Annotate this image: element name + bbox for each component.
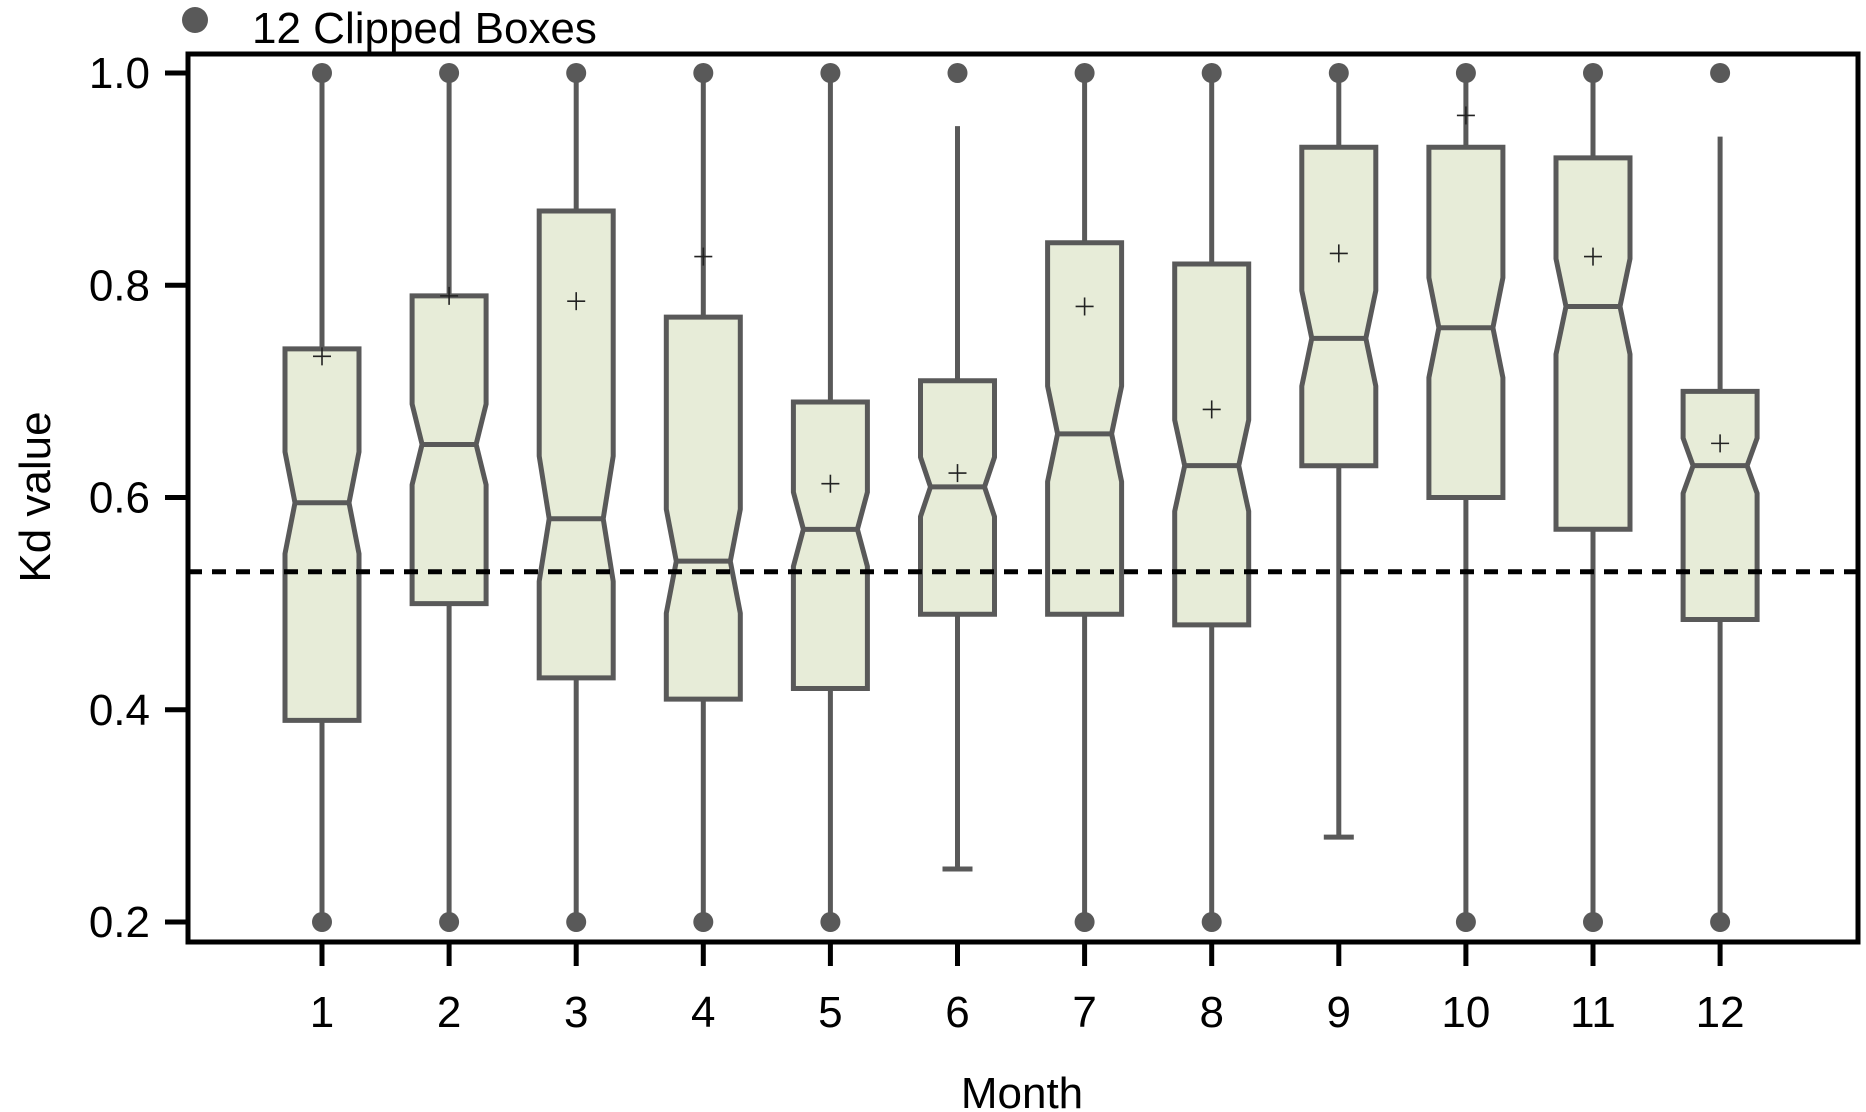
clipped-high-marker [1455,63,1476,83]
notched-box [282,346,362,723]
x-tick-label: 10 [1441,988,1490,1037]
x-tick-label: 5 [818,988,842,1037]
clipped-low-marker [312,912,332,932]
clipped-low-marker [439,912,460,932]
legend-marker [182,7,208,33]
clipped-high-marker [1710,63,1731,83]
box-month-3 [536,63,616,932]
clipped-high-marker [820,63,841,83]
x-tick-label: 8 [1199,988,1223,1037]
notched-box [1299,144,1379,469]
clipped-low-marker [1201,912,1222,932]
box-month-4 [663,63,743,932]
clipped-high-marker [1074,63,1095,83]
box-month-2 [409,63,489,932]
x-tick-label: 6 [945,988,969,1037]
y-axis-title: Kd value [11,411,60,582]
y-tick-label: 0.2 [89,898,150,947]
box-month-10 [1426,63,1506,932]
clipped-high-marker [1201,63,1222,83]
clipped-high-marker [566,63,587,83]
y-tick-label: 0.4 [89,686,150,735]
y-tick-label: 1.0 [89,49,150,98]
clipped-high-marker [1583,63,1603,83]
notched-box [1426,144,1506,500]
x-tick-label: 9 [1327,988,1351,1037]
clipped-low-marker [1455,912,1476,932]
box-month-11 [1553,63,1633,932]
x-tick-label: 4 [691,988,715,1037]
x-tick-label: 1 [310,988,334,1037]
notched-box [409,293,489,607]
notched-box [1172,261,1252,628]
y-axis: 0.2 0.4 0.6 0.8 1.0 [89,49,191,947]
clipped-low-marker [1710,912,1731,932]
box-series [282,63,1760,932]
clipped-low-marker [693,912,714,932]
clipped-high-marker [693,63,714,83]
clipped-high-marker [312,63,332,83]
clipped-high-marker [947,63,968,83]
x-axis: 1 2 3 4 5 6 7 8 9 10 11 12 [310,942,1745,1037]
clipped-high-marker [439,63,460,83]
x-tick-label: 7 [1072,988,1096,1037]
clipped-low-marker [1583,912,1603,932]
notched-box [536,208,616,681]
y-tick-label: 0.6 [89,474,150,523]
notched-box [1553,155,1633,532]
box-month-9 [1299,63,1379,840]
x-axis-title: Month [961,1069,1083,1112]
notched-box [663,314,743,702]
box-month-12 [1680,63,1760,932]
notched-box [1680,388,1760,622]
box-month-8 [1172,63,1252,932]
notched-box [790,399,870,691]
notched-box [918,378,997,617]
x-tick-label: 3 [564,988,588,1037]
clipped-low-marker [820,912,841,932]
box-month-1 [282,63,362,932]
x-tick-label: 12 [1696,988,1745,1037]
x-tick-label: 2 [437,988,461,1037]
x-tick-label: 11 [1570,988,1616,1037]
clipped-low-marker [566,912,587,932]
y-tick-label: 0.8 [89,261,150,310]
box-month-5 [790,63,870,932]
box-month-6 [918,63,997,872]
box-month-7 [1045,63,1125,932]
notched-box [1045,240,1125,617]
clipped-high-marker [1328,63,1349,83]
legend-label: 12 Clipped Boxes [252,4,597,53]
clipped-low-marker [1074,912,1095,932]
